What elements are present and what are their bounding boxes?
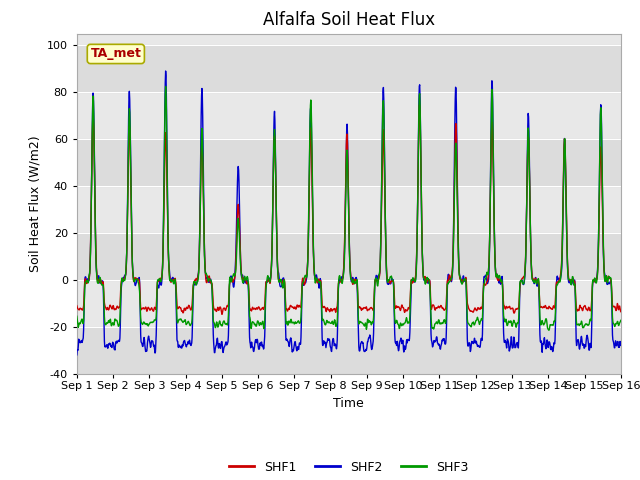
SHF2 (434, 340, 442, 346)
Bar (77, 45, 621, 92)
Bar (77, 327, 621, 374)
SHF1 (180, 305, 188, 311)
Y-axis label: Soil Heat Flux (W/m2): Soil Heat Flux (W/m2) (28, 136, 41, 272)
Text: TA_met: TA_met (90, 48, 141, 60)
SHF2 (617, 342, 625, 348)
SHF1 (218, 312, 226, 317)
Title: Alfalfa Soil Heat Flux: Alfalfa Soil Heat Flux (263, 11, 435, 29)
SHF3 (73, 313, 81, 319)
SHF2 (255, 346, 263, 352)
SHF1 (415, 102, 423, 108)
SHF1 (505, 304, 513, 310)
Bar (77, 139, 621, 186)
SHF3 (162, 84, 170, 89)
Line: SHF1: SHF1 (77, 105, 621, 314)
SHF1 (255, 304, 263, 310)
SHF2 (505, 340, 513, 346)
SHF2 (195, 272, 202, 277)
X-axis label: Time: Time (333, 397, 364, 410)
SHF2 (162, 68, 170, 74)
SHF1 (553, 279, 561, 285)
Legend: SHF1, SHF2, SHF3: SHF1, SHF2, SHF3 (224, 456, 474, 479)
SHF3 (617, 317, 625, 323)
SHF3 (545, 327, 553, 333)
SHF2 (553, 279, 561, 285)
Line: SHF3: SHF3 (77, 86, 621, 330)
SHF2 (73, 352, 81, 358)
SHF1 (194, 275, 202, 280)
SHF2 (181, 339, 189, 345)
Line: SHF2: SHF2 (77, 71, 621, 355)
SHF1 (73, 303, 81, 309)
SHF3 (255, 322, 263, 328)
SHF3 (195, 276, 202, 282)
SHF3 (181, 317, 189, 323)
SHF1 (434, 304, 442, 310)
SHF3 (553, 282, 561, 288)
SHF3 (505, 318, 513, 324)
SHF1 (617, 309, 625, 314)
Bar (77, 233, 621, 280)
SHF3 (434, 321, 442, 326)
